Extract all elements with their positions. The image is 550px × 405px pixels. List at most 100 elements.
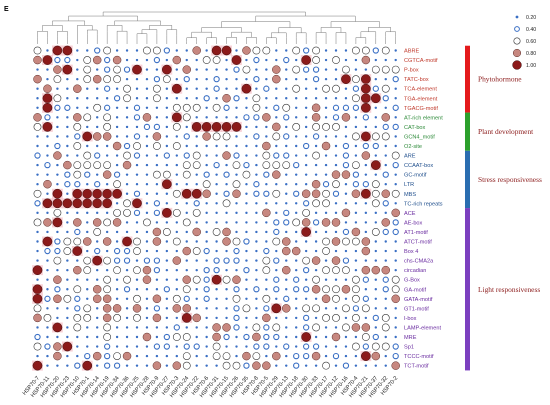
bubble-point [272,161,281,169]
bubble-point [102,237,112,246]
bubble-point [205,211,208,215]
bubble-point [205,106,208,110]
bubble-point [212,352,221,360]
bubble-point [262,294,271,303]
bubble-point [344,125,348,129]
bubble-point [394,87,397,90]
bubble-point [221,122,232,132]
bubble-point [165,202,169,205]
bubble-point [361,333,370,341]
bubble-point [232,180,241,189]
bubble-point [73,170,82,179]
bubble-point [394,173,397,176]
bubble-point [115,163,119,167]
bubble-point [394,183,397,186]
bubble-point [382,286,389,293]
bubble-point [235,87,238,90]
bubble-point [374,154,377,157]
bubble-point [103,46,112,55]
bubble-point [133,104,141,111]
bubble-point [105,211,109,215]
bubble-point [195,335,198,339]
bubble-point [364,68,368,71]
bubble-point [145,307,149,310]
row-label: CCAAT-box [404,163,433,169]
bubble-point [172,189,181,198]
bubble-point [132,64,142,75]
bubble-point [44,343,51,350]
bubble-point [92,218,102,227]
bubble-point [205,77,208,81]
bubble-point [175,345,178,348]
bubble-point [172,142,181,150]
bubble-point [175,173,178,176]
bubble-point [56,135,59,138]
bubble-point [223,104,230,111]
bubble-point [273,257,280,264]
row-label: ARE [404,154,416,160]
bubble-point [361,93,371,104]
bubble-point [225,268,228,272]
bubble-point [145,183,149,186]
bubble-point [222,151,231,160]
bubble-point [135,49,139,52]
bubble-point [205,230,208,234]
bubble-point [272,323,281,332]
bubble-point [135,97,139,100]
bubble-point [215,297,218,300]
bubble-point [105,97,109,100]
bubble-point [263,305,270,312]
bubble-point [123,151,131,160]
bubble-point [195,68,198,71]
bubble-point [213,85,220,92]
bubble-point [152,294,162,304]
bubble-point [324,154,328,157]
bubble-point [145,163,149,167]
bubble-point [105,183,109,186]
bubble-point [215,173,218,176]
bubble-point [311,189,321,198]
bubble-point [123,286,131,293]
bubble-point [381,65,390,74]
bubble-point [324,163,328,167]
bubble-point [314,364,318,367]
bubble-point [185,240,188,243]
bubble-point [265,240,268,243]
bubble-point [92,285,102,294]
bubble-point [46,144,49,148]
bubble-point [105,144,109,148]
bubble-point [354,125,358,129]
bubble-point [115,326,119,329]
bubble-point [83,151,92,160]
bubble-point [262,208,271,218]
bubble-point [145,240,149,243]
bubble-point [145,345,149,348]
bubble-point [43,179,52,189]
bubble-point [322,181,330,188]
bubble-point [83,56,92,64]
bubble-point [334,364,338,367]
bubble-point [302,304,311,313]
bubble-point [275,49,278,52]
bubble-point [295,154,298,157]
bubble-point [153,123,161,131]
bubble-point [331,237,341,246]
row-label: TGA-element [404,96,438,102]
bubble-point [225,345,228,348]
bubble-point [351,342,360,351]
bubble-point [381,265,390,275]
bubble-point [312,56,320,64]
bubble-point [56,268,59,272]
bubble-point [361,246,371,256]
bubble-point [351,161,360,169]
bubble-point [332,294,340,303]
bubble-point [374,259,377,262]
bubble-point [155,106,159,110]
bubble-point [82,198,93,209]
bubble-point [182,361,191,370]
bubble-point [115,125,119,129]
bubble-point [195,58,198,62]
bubble-point [344,249,348,253]
bubble-point [342,152,350,159]
bubble-point [332,285,340,294]
